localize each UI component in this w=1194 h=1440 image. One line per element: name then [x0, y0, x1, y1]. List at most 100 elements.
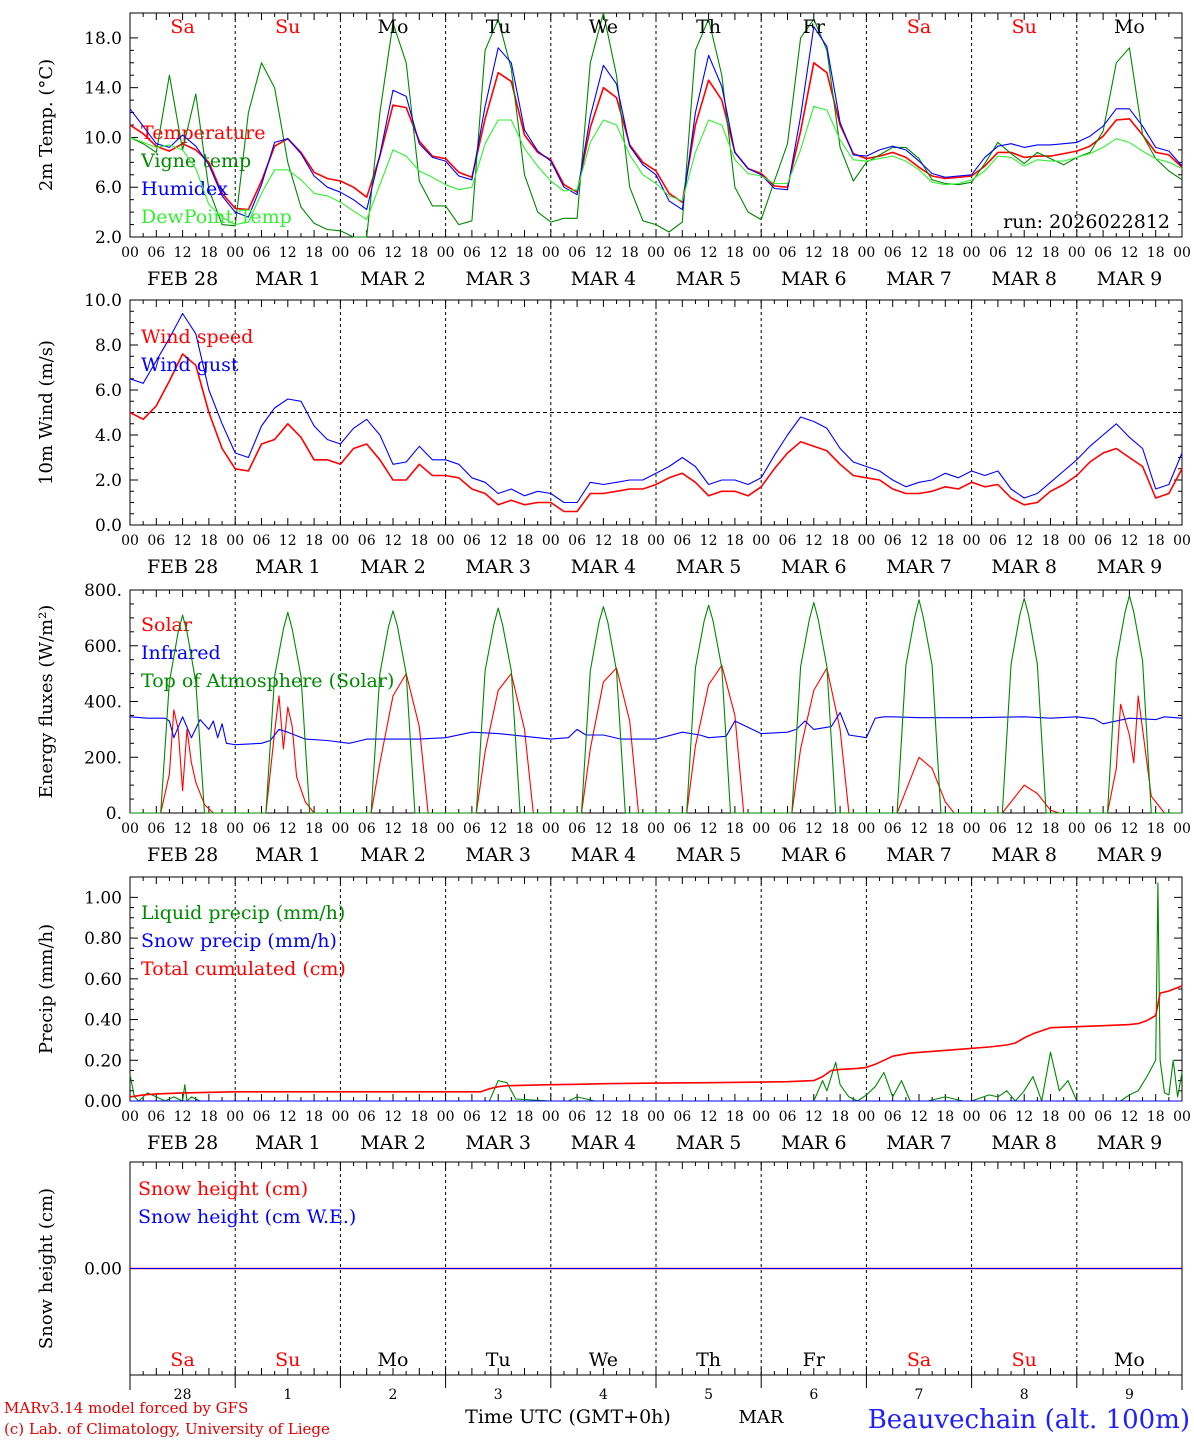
hour-tick-label: 18	[1042, 533, 1060, 549]
weekday-label: Su	[1012, 16, 1037, 38]
hour-tick-label: 18	[516, 533, 534, 549]
y-tick-label: 1.00	[84, 888, 122, 908]
hour-tick-label: 18	[621, 245, 639, 261]
y-tick-label: 0.00	[84, 1260, 122, 1280]
y-tick-label: 8.0	[95, 336, 122, 356]
legend-entry: Wind speed	[141, 326, 253, 348]
hour-tick-label: 00	[1173, 533, 1191, 549]
panel-4: 00 06 12 18 00 06 12 18 00 06 12 18 00 06 12 18 00 06 12 18…	[36, 876, 1191, 1154]
date-label: FEB 28	[147, 556, 218, 578]
lab-credit: (c) Lab. of Climatology, University of L…	[4, 1420, 330, 1438]
date-label: MAR 7	[886, 844, 952, 866]
hour-tick-label: 18	[831, 1109, 849, 1125]
hour-tick-label: 00	[647, 821, 665, 837]
hour-tick-label: 12	[1015, 1109, 1033, 1125]
hour-tick-label: 00	[647, 533, 665, 549]
hour-tick-label: 18	[831, 245, 849, 261]
y-tick-label: 0.0	[95, 516, 122, 536]
hour-tick-label: 06	[568, 533, 586, 549]
model-credit: MARv3.14 model forced by GFS	[4, 1399, 248, 1417]
hour-tick-label: 12	[489, 533, 507, 549]
y-tick-label: 0.40	[84, 1011, 122, 1031]
date-label: MAR 9	[1097, 268, 1163, 290]
hour-tick-label: 06	[1094, 245, 1112, 261]
hour-tick-label: 06	[779, 245, 797, 261]
date-label: MAR 4	[571, 556, 637, 578]
panel-3: 00 06 12 18 00 06 12 18 00 06 12 18 00 06 12 18 00 06 12 18…	[36, 581, 1191, 866]
date-label: MAR 6	[781, 268, 847, 290]
hour-tick-label: 00	[331, 245, 349, 261]
hour-tick-label: 00	[331, 533, 349, 549]
date-label: MAR 4	[571, 844, 637, 866]
hour-tick-label: 06	[568, 821, 586, 837]
hour-tick-label: 00	[437, 533, 455, 549]
time-axis-label: Time UTC (GMT+0h)	[465, 1406, 671, 1428]
date-label: MAR 6	[781, 1132, 847, 1154]
hour-tick-label: 12	[594, 245, 612, 261]
weekday-label: Fr	[803, 1349, 826, 1371]
hour-tick-label: 18	[410, 1109, 428, 1125]
hour-tick-label: 00	[437, 821, 455, 837]
hour-tick-label: 06	[1094, 533, 1112, 549]
y-axis-title: 10m Wind (m/s)	[36, 340, 57, 485]
y-tick-label: 800.	[84, 581, 122, 601]
hour-tick-label: 18	[726, 821, 744, 837]
hour-tick-label: 12	[384, 533, 402, 549]
date-label: MAR 2	[360, 556, 426, 578]
hour-tick-label: 00	[226, 245, 244, 261]
hour-tick-label: 18	[305, 533, 323, 549]
hour-tick-label: 06	[253, 1109, 271, 1125]
hour-tick-label: 00	[752, 245, 770, 261]
day-number-label: 8	[1020, 1387, 1029, 1403]
hour-tick-label: 18	[1042, 1109, 1060, 1125]
hour-tick-label: 12	[489, 245, 507, 261]
date-label: MAR 3	[465, 556, 531, 578]
hour-tick-label: 00	[752, 821, 770, 837]
date-label: MAR 4	[571, 1132, 637, 1154]
weekday-label: Sa	[907, 1349, 931, 1371]
hour-tick-label: 06	[779, 1109, 797, 1125]
series-line-wind-gust	[129, 312, 1183, 504]
series-line-top-of-atmosphere-solar	[130, 595, 1182, 814]
hour-tick-label: 12	[594, 533, 612, 549]
weekday-label: Sa	[170, 1349, 194, 1371]
weekday-label: Mo	[378, 16, 409, 38]
hour-tick-label: 00	[331, 821, 349, 837]
hour-tick-label: 18	[410, 533, 428, 549]
panel-2: 00 06 12 18 00 06 12 18 00 06 12 18 00 06 12 18 00 06 12 18…	[36, 291, 1191, 578]
hour-tick-label: 00	[1068, 245, 1086, 261]
date-label: MAR 1	[255, 1132, 321, 1154]
date-label: FEB 28	[147, 844, 218, 866]
hour-tick-label: 06	[779, 821, 797, 837]
hour-tick-label: 12	[805, 821, 823, 837]
weekday-label: Tu	[486, 16, 511, 38]
legend-entry: Snow height (cm W.E.)	[138, 1206, 356, 1228]
hour-tick-label: 06	[253, 245, 271, 261]
hour-tick-label: 18	[936, 821, 954, 837]
hour-tick-label: 00	[1173, 245, 1191, 261]
hour-tick-label: 18	[200, 821, 218, 837]
hour-tick-label: 12	[700, 245, 718, 261]
hour-tick-label: 06	[989, 245, 1007, 261]
y-axis-title: 2m Temp. (°C)	[36, 59, 57, 191]
hour-tick-label: 06	[884, 533, 902, 549]
hour-tick-label: 18	[200, 245, 218, 261]
hour-tick-label: 06	[989, 1109, 1007, 1125]
y-tick-label: 200.	[84, 748, 122, 768]
hour-tick-label: 00	[857, 245, 875, 261]
date-label: MAR 3	[465, 1132, 531, 1154]
weekday-label: Sa	[170, 16, 194, 38]
hour-tick-label: 12	[384, 245, 402, 261]
day-number-label: 5	[704, 1387, 713, 1403]
hour-tick-label: 00	[857, 821, 875, 837]
date-label: MAR 6	[781, 844, 847, 866]
weekday-label: Tu	[486, 1349, 511, 1371]
hour-tick-label: 18	[410, 245, 428, 261]
weekday-label: We	[589, 1349, 618, 1371]
hour-tick-label: 12	[384, 821, 402, 837]
y-tick-label: 600.	[84, 637, 122, 657]
y-tick-label: 0.60	[84, 970, 122, 990]
hour-tick-label: 12	[910, 821, 928, 837]
hour-tick-label: 12	[279, 1109, 297, 1125]
date-label: MAR 8	[991, 268, 1057, 290]
